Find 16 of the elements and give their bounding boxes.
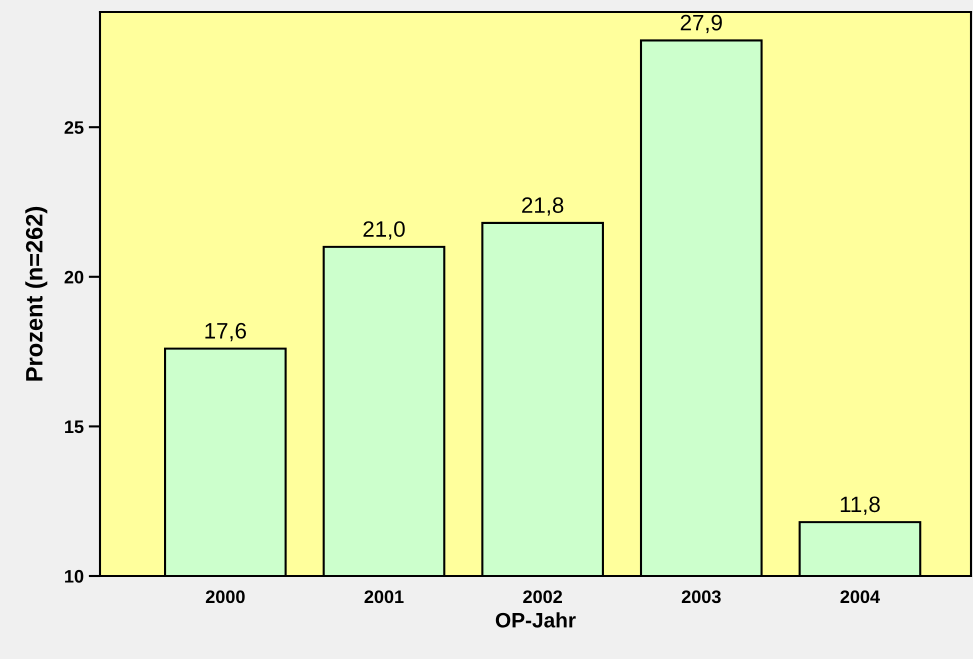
- x-tick-label: 2001: [364, 590, 404, 604]
- y-tick-label: 20: [64, 270, 84, 284]
- x-tick-label: 2002: [523, 590, 562, 604]
- x-tick-label: 2003: [682, 590, 721, 604]
- data-label: 11,8: [840, 496, 880, 515]
- y-tick-label: 10: [65, 570, 84, 583]
- data-label: 17,6: [205, 322, 246, 342]
- data-label: 27,9: [680, 14, 722, 34]
- y-tick-label: 25: [64, 121, 84, 134]
- x-tick-label: 2000: [206, 590, 245, 604]
- y-tick-label: 15: [65, 420, 84, 434]
- data-label: 21,8: [522, 197, 564, 216]
- x-tick-label: 2004: [840, 590, 880, 604]
- data-label: 21,0: [363, 221, 405, 240]
- y-axis-title: Prozent (n=262): [25, 206, 48, 381]
- x-axis-title: OP-Jahr: [496, 612, 576, 628]
